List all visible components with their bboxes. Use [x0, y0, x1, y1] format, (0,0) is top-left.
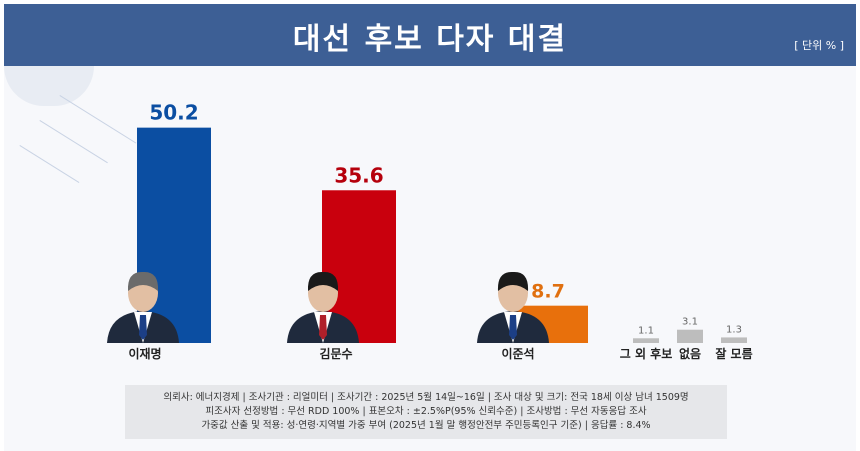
header-bar: 대선 후보 다자 대결 [ 단위 % ]: [4, 4, 856, 66]
bar-value-label: 50.2: [149, 101, 198, 125]
tie-shape: [319, 315, 327, 340]
candidate-photo-1: [287, 271, 359, 343]
hair-shape: [497, 271, 529, 291]
unit-label: [ 단위 % ]: [794, 39, 844, 52]
tie-shape: [509, 315, 517, 340]
source-line-1: 의뢰사: 에너지경제 | 조사기관 : 리얼미터 | 조사기간 : 2025년 …: [163, 392, 689, 403]
category-label: 김문수: [319, 346, 352, 361]
hair-shape: [307, 271, 339, 291]
bar-5: [721, 337, 747, 343]
tie-shape: [139, 315, 147, 340]
hair-shape: [127, 271, 159, 291]
bar-value-label: 35.6: [334, 163, 383, 187]
source-line-3: 가중값 산출 및 적용: 성·연령·지역별 가중 부여 (2025년 1월 말 …: [201, 420, 651, 431]
candidate-photo-0: [107, 271, 179, 343]
candidate-photo-2: [477, 271, 549, 343]
bar-3: [633, 338, 659, 343]
category-label: 잘 모름: [715, 346, 752, 361]
bar-value-label: 1.1: [638, 325, 654, 336]
survey-source-box: 의뢰사: 에너지경제 | 조사기관 : 리얼미터 | 조사기간 : 2025년 …: [125, 385, 727, 439]
category-label: 그 외 후보: [620, 346, 673, 361]
category-label: 이준석: [501, 346, 534, 361]
category-label: 이재명: [128, 346, 161, 361]
chart-title: 대선 후보 다자 대결: [292, 22, 568, 57]
bar-value-label: 3.1: [682, 317, 698, 328]
bar-value-label: 1.3: [726, 324, 742, 335]
bar-4: [677, 329, 703, 343]
category-label: 없음: [679, 346, 701, 361]
source-line-2: 피조사자 선정방법 : 무선 RDD 100% | 표본오차 : ±2.5%P(…: [205, 406, 647, 417]
bar-chart: 50.2 이재명 35.6 김문수 8.7 이준석 1.1 그 외 후보 3.1 없음 1.3 잘 모…: [107, 101, 753, 361]
bar-value-label: 8.7: [531, 281, 565, 303]
